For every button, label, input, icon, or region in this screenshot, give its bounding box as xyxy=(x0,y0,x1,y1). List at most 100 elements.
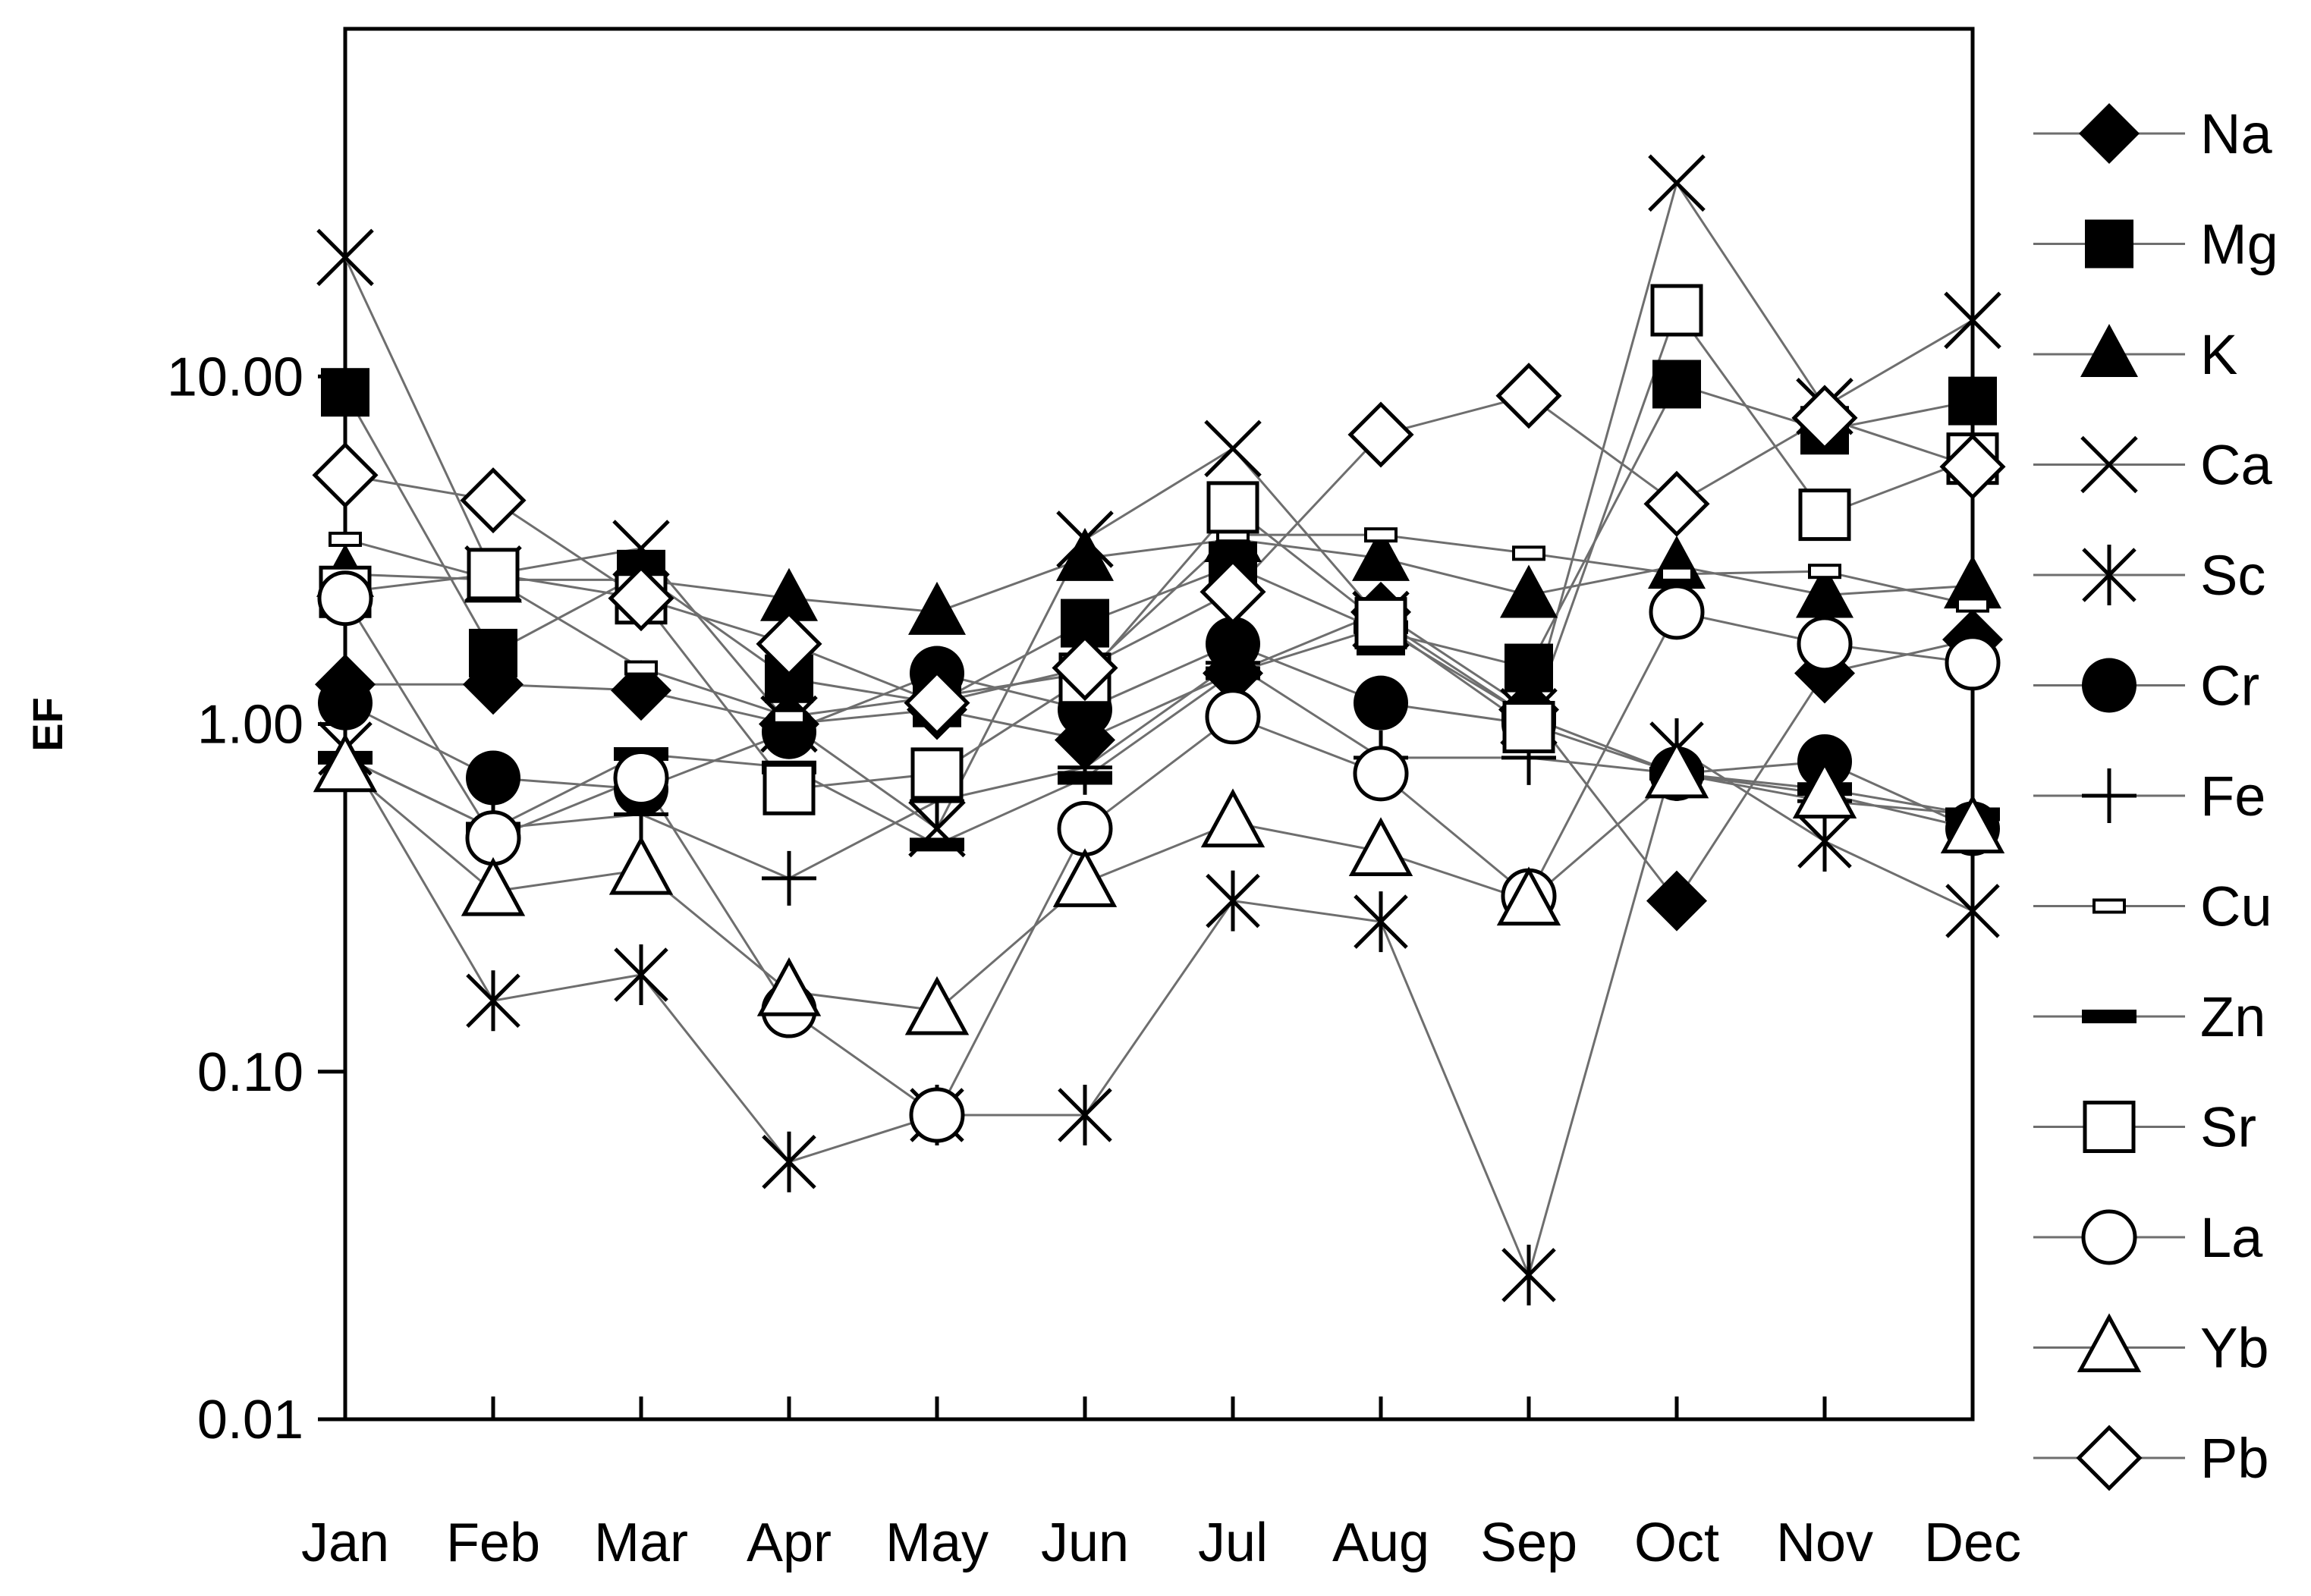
x-tick-label: Aug xyxy=(1332,1513,1429,1573)
point-la-dec xyxy=(1945,635,2001,691)
point-la-jun xyxy=(1057,800,1113,856)
point-pb-mar xyxy=(608,565,674,632)
point-pb-apr xyxy=(756,611,822,677)
x-tick-label: Feb xyxy=(446,1513,540,1573)
point-pb-jul xyxy=(1200,558,1266,625)
point-mg-feb xyxy=(469,628,517,677)
point-ca-mar xyxy=(612,520,670,577)
legend-label: Sr xyxy=(2200,1096,2256,1159)
point-mg-sep xyxy=(1505,643,1553,693)
point-sc-aug xyxy=(1354,891,1408,953)
point-sr-aug xyxy=(1354,597,1407,650)
point-sc-mar xyxy=(614,944,668,1006)
x-tick-label: Apr xyxy=(747,1513,832,1573)
point-la-aug xyxy=(1353,746,1409,802)
legend-marker-sc xyxy=(2082,545,2136,605)
legend-item-pb: Pb xyxy=(2033,1425,2269,1491)
legend-marker-na xyxy=(2079,103,2140,164)
series-line-cu xyxy=(344,533,1973,718)
point-cu-jan xyxy=(329,531,362,547)
point-ca-oct xyxy=(1648,154,1706,212)
point-sc-apr xyxy=(762,1131,816,1192)
point-mg-dec xyxy=(1948,376,1997,426)
point-pb-may xyxy=(904,670,970,737)
point-cr-aug xyxy=(1354,675,1408,730)
x-tick-label: Jul xyxy=(1198,1513,1268,1573)
legend-label: Cu xyxy=(2200,875,2272,938)
point-yb-nov xyxy=(1792,759,1857,818)
point-la-nov xyxy=(1797,616,1853,672)
point-la-may xyxy=(909,1087,965,1143)
point-yb-mar xyxy=(608,835,674,895)
point-pb-aug xyxy=(1347,401,1414,468)
point-cu-dec xyxy=(1956,597,1989,613)
point-fe-jun xyxy=(1058,740,1112,795)
point-zn-jun xyxy=(1058,771,1112,785)
legend-marker-cu xyxy=(2092,898,2126,914)
point-pb-sep xyxy=(1495,363,1562,429)
point-pb-jun xyxy=(1052,635,1118,702)
point-yb-apr xyxy=(756,957,822,1016)
legend-item-zn: Zn xyxy=(2033,985,2265,1048)
point-fe-apr xyxy=(762,850,816,906)
legend-label: Na xyxy=(2200,102,2272,165)
series-line-ca xyxy=(344,180,1973,831)
point-ca-jun xyxy=(1056,511,1114,568)
legend-label: Sc xyxy=(2200,544,2265,607)
x-tick-label: Dec xyxy=(1924,1513,2021,1573)
point-yb-jan xyxy=(313,733,378,793)
y-axis-ticks: 0.01 0.10 1.00 10.00 xyxy=(167,347,345,1450)
legend-item-sr: Sr xyxy=(2033,1096,2256,1159)
point-cu-mar xyxy=(624,660,658,676)
point-k-sep xyxy=(1500,564,1558,618)
point-mg-jan xyxy=(321,368,369,417)
legend-marker-k xyxy=(2080,324,2138,377)
plot-area xyxy=(343,27,1975,1422)
point-k-may xyxy=(908,581,966,635)
point-sr-jul xyxy=(1206,481,1259,534)
point-cr-jan xyxy=(318,675,373,730)
legend-marker-sr xyxy=(2083,1101,2136,1153)
point-zn-jul xyxy=(1206,666,1260,680)
legend-marker-cr xyxy=(2082,658,2136,713)
legend-marker-pb xyxy=(2076,1425,2143,1491)
point-k-dec xyxy=(1944,555,2001,609)
point-ca-jan xyxy=(316,228,374,287)
legend-item-yb: Yb xyxy=(2033,1313,2269,1380)
point-k-nov xyxy=(1796,564,1854,618)
x-tick-label: Nov xyxy=(1776,1513,1873,1573)
point-yb-jun xyxy=(1052,848,1118,907)
point-sr-apr xyxy=(762,762,816,815)
point-yb-aug xyxy=(1348,817,1413,876)
legend-item-cu: Cu xyxy=(2033,875,2272,938)
point-ca-jul xyxy=(1204,419,1262,478)
point-k-jun xyxy=(1056,527,1114,581)
point-sc-jun xyxy=(1058,1085,1112,1146)
point-la-jul xyxy=(1205,689,1261,745)
point-yb-oct xyxy=(1644,739,1709,799)
legend-label: Mg xyxy=(2200,213,2278,276)
x-tick-label: Jan xyxy=(301,1513,389,1573)
point-sr-feb xyxy=(467,548,520,601)
y-tick-label: 0.10 xyxy=(197,1042,303,1103)
legend-item-ca: Ca xyxy=(2033,434,2272,497)
x-tick-label: Mar xyxy=(594,1513,688,1573)
x-axis-ticks: Jan Feb Mar Apr May Jun Jul Aug Sep Oct Nov Dec xyxy=(301,1396,2021,1573)
point-ca-dec xyxy=(1944,291,2001,350)
point-sr-oct xyxy=(1650,284,1703,337)
legend-marker-fe xyxy=(2082,768,2136,823)
point-pb-nov xyxy=(1791,385,1858,451)
point-sr-may xyxy=(910,747,964,800)
point-sc-sep xyxy=(1501,1244,1556,1305)
point-yb-feb xyxy=(461,856,526,916)
point-pb-dec xyxy=(1939,433,2006,500)
legend-marker-la xyxy=(2081,1209,2137,1265)
x-tick-label: Sep xyxy=(1480,1513,1577,1573)
legend-item-la: La xyxy=(2033,1206,2263,1269)
point-cu-nov xyxy=(1808,564,1841,580)
y-axis-label: EF xyxy=(24,697,71,752)
legend-item-k: K xyxy=(2033,323,2237,386)
point-mg-oct xyxy=(1652,360,1701,409)
point-yb-may xyxy=(904,976,970,1035)
